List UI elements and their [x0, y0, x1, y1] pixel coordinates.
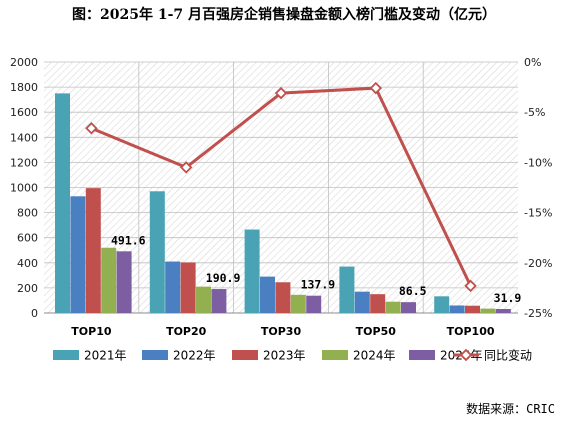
bar: [449, 305, 465, 313]
bar: [165, 261, 181, 313]
right-tick-label: -25%: [524, 307, 552, 320]
category-labels: TOP10 TOP20 TOP30 TOP50 TOP100: [71, 325, 495, 338]
bar: [149, 191, 165, 313]
left-tick-label: 1600: [10, 106, 38, 119]
left-tick-label: 1200: [10, 156, 38, 169]
yoy-line: [85, 81, 477, 293]
right-tick-label: -5%: [524, 106, 545, 119]
yoy-point: [179, 161, 193, 174]
bar: [55, 93, 70, 313]
bar: [244, 229, 260, 313]
data-label: 491.6: [111, 233, 146, 247]
bar: [401, 302, 416, 313]
bar: [434, 296, 450, 313]
bar: [275, 282, 291, 313]
bar: [180, 262, 196, 313]
category-label: TOP100: [447, 325, 495, 338]
yoy-point: [369, 81, 383, 95]
data-label: 31.9: [494, 291, 522, 305]
legend: 2021年2022年2023年2024年2025年同比变动: [53, 348, 532, 363]
bar: [495, 308, 511, 313]
bar: [101, 247, 117, 313]
legend-swatch: [232, 350, 258, 360]
bar: [465, 305, 480, 313]
legend-swatch: [53, 350, 79, 360]
category-label: TOP30: [261, 325, 302, 338]
category-label: TOP50: [356, 325, 397, 338]
left-axis: 0 200 400 600 800 1000 1200 1400 1600 1800 2000: [10, 56, 38, 320]
left-tick-label: 800: [17, 207, 38, 220]
right-axis: -25% -20% -15% -10% -5% 0%: [524, 56, 552, 320]
left-tick-label: 2000: [10, 56, 38, 69]
legend-label: 2022年: [173, 349, 216, 363]
right-tick-label: -20%: [524, 257, 552, 270]
right-tick-label: 0%: [524, 56, 541, 69]
bar: [480, 308, 496, 313]
legend-label: 2024年: [353, 349, 396, 363]
bar: [260, 276, 275, 313]
legend-label: 2021年: [84, 349, 127, 363]
data-label: 86.5: [399, 284, 427, 298]
legend-swatch: [322, 350, 348, 360]
data-label: 137.9: [301, 278, 336, 292]
legend-swatch: [142, 350, 168, 360]
left-tick-label: 1400: [10, 131, 38, 144]
left-tick-label: 200: [17, 282, 38, 295]
bar: [70, 196, 86, 313]
bar: [339, 266, 355, 313]
legend-marker: [459, 348, 473, 362]
yoy-point: [274, 86, 288, 100]
bar: [196, 286, 211, 313]
bar: [211, 289, 227, 313]
left-tick-label: 600: [17, 232, 38, 245]
right-tick-label: -10%: [524, 156, 552, 169]
data-label: 190.9: [206, 271, 241, 285]
yoy-point: [85, 122, 98, 135]
category-label: TOP10: [71, 325, 112, 338]
bar: [354, 291, 370, 313]
left-tick-label: 1800: [10, 81, 38, 94]
bar: [116, 251, 132, 313]
legend-label: 2023年: [263, 349, 306, 363]
bars: [55, 93, 511, 313]
bar: [306, 295, 322, 313]
left-tick-label: 1000: [10, 182, 38, 195]
left-tick-label: 400: [17, 257, 38, 270]
category-label: TOP20: [166, 325, 207, 338]
chart-title: 图：2025年 1-7 月百强房企销售操盘金额入榜门槛及变动（亿元）: [72, 6, 496, 23]
source-note: 数据来源：CRIC: [466, 401, 555, 416]
yoy-point: [464, 279, 477, 293]
data-labels: 491.6 190.9 137.9 86.5 31.9: [111, 233, 521, 305]
legend-swatch: [409, 350, 435, 360]
left-tick-label: 0: [31, 307, 38, 320]
bar: [370, 294, 386, 313]
bar: [85, 188, 101, 313]
bar: [385, 301, 401, 313]
right-tick-label: -15%: [524, 207, 552, 220]
legend-label: 同比变动: [484, 348, 532, 363]
bar: [290, 294, 306, 313]
